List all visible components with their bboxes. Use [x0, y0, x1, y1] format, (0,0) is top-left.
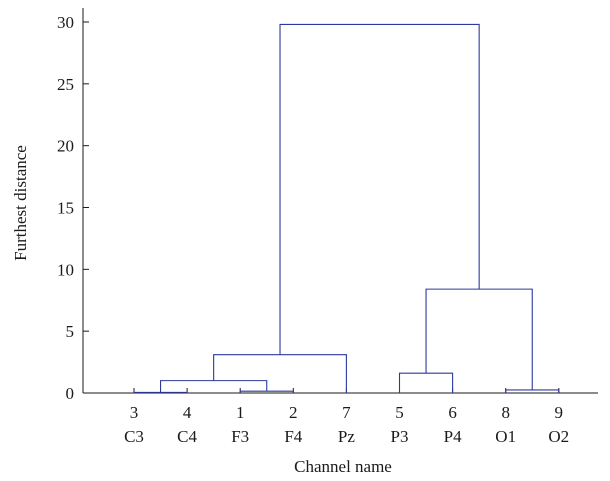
- leaf-index-label: 7: [342, 403, 351, 422]
- y-tick-label: 10: [57, 260, 74, 279]
- dendrogram-link: [425, 288, 533, 390]
- y-tick-label: 30: [57, 13, 74, 32]
- y-axis-title: Furthest distance: [11, 145, 30, 261]
- leaf-channel-label: O1: [495, 427, 516, 446]
- leaf-index-label: 4: [183, 403, 192, 422]
- y-tick-label: 5: [66, 322, 75, 341]
- dendrogram-link: [279, 23, 480, 355]
- leaf-channel-label: C4: [177, 427, 197, 446]
- x-axis-title: Channel name: [294, 457, 392, 476]
- y-tick-label: 20: [57, 137, 74, 156]
- leaf-index-label: 1: [236, 403, 245, 422]
- dendrogram-links: [133, 23, 560, 393]
- leaf-index-label: 3: [130, 403, 139, 422]
- leaf-channel-label: F3: [231, 427, 249, 446]
- leaf-index-label: 6: [448, 403, 457, 422]
- dendrogram-link: [213, 354, 347, 393]
- y-tick-label: 0: [66, 384, 75, 403]
- axes: [82, 8, 598, 394]
- dendrogram-link: [133, 391, 188, 393]
- leaf-channel-label: P4: [444, 427, 462, 446]
- leaf-channel-label: O2: [548, 427, 569, 446]
- x-ticks: 3 C3 4 C4 1 F3 2 F4 7 Pz 5 P3 6 P4 8 O1 9 O2: [124, 388, 569, 446]
- y-tick-label: 15: [57, 199, 74, 218]
- y-tick-label: 25: [57, 75, 74, 94]
- leaf-index-label: 5: [395, 403, 404, 422]
- y-ticks: 0 5 10 15 20 25 30: [57, 13, 89, 403]
- leaf-index-label: 2: [289, 403, 298, 422]
- leaf-channel-label: P3: [391, 427, 409, 446]
- leaf-channel-label: F4: [284, 427, 302, 446]
- leaf-index-label: 8: [501, 403, 510, 422]
- leaf-index-label: 9: [555, 403, 564, 422]
- leaf-channel-label: Pz: [338, 427, 355, 446]
- dendrogram-link: [398, 372, 454, 393]
- leaf-channel-label: C3: [124, 427, 144, 446]
